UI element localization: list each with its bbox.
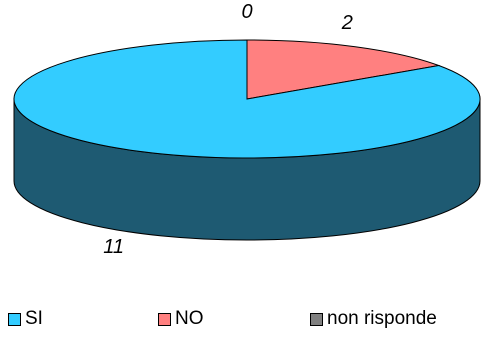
legend-item-no: NO	[158, 308, 204, 330]
data-label-si: 11	[103, 236, 124, 258]
legend-item-non-risponde: non risponde	[310, 308, 437, 330]
legend-label-no: NO	[175, 308, 204, 329]
pie-tops	[13, 39, 481, 159]
pie-slice-si	[13, 39, 481, 159]
legend-swatch-non-risponde	[310, 312, 323, 326]
pie-chart: 0 2 11	[13, 1, 481, 258]
legend-item-si: SI	[8, 308, 43, 330]
data-labels: 0 2 11	[103, 1, 353, 258]
legend-label-non-risponde: non risponde	[327, 308, 437, 329]
legend: SI NO non risponde	[0, 308, 483, 336]
legend-swatch-no	[158, 312, 171, 326]
data-label-non-risponde: 0	[241, 1, 252, 23]
legend-label-si: SI	[25, 308, 43, 329]
pie-slice-no	[246, 39, 441, 100]
legend-swatch-si	[8, 312, 21, 326]
data-label-no: 2	[341, 12, 353, 34]
